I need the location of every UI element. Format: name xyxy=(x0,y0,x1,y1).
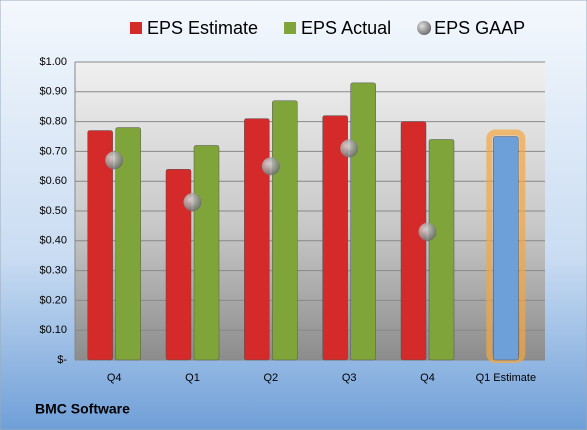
footer: BMC Software xyxy=(35,401,130,417)
y-tick-label: $0.50 xyxy=(39,205,67,217)
y-tick-label: $- xyxy=(57,354,67,366)
y-tick-label: $0.70 xyxy=(39,145,67,157)
bar xyxy=(428,139,455,361)
legend-marker xyxy=(284,22,297,34)
bar xyxy=(400,121,427,361)
y-tick-label: $0.40 xyxy=(39,235,67,247)
marker xyxy=(105,151,124,170)
legend-label: EPS Estimate xyxy=(147,18,258,38)
bar xyxy=(272,100,298,361)
bar xyxy=(244,118,270,361)
y-tick-label: $0.10 xyxy=(39,324,67,336)
y-tick-label: $0.60 xyxy=(39,175,67,187)
y-tick-label: $1.00 xyxy=(39,56,67,68)
y-tick-label: $0.20 xyxy=(39,294,67,306)
bar xyxy=(350,82,376,361)
x-tick-label: Q2 xyxy=(263,372,278,384)
y-tick-label: $0.90 xyxy=(39,86,67,98)
x-tick-label: Q3 xyxy=(342,372,357,384)
x-tick-label: Q1 Estimate xyxy=(476,372,537,384)
marker xyxy=(183,193,202,212)
marker xyxy=(261,157,280,176)
y-tick-label: $0.30 xyxy=(39,265,67,277)
y-tick-label: $0.80 xyxy=(39,116,67,128)
marker xyxy=(340,139,359,158)
x-tick-label: Q4 xyxy=(420,372,435,384)
bar xyxy=(115,127,141,361)
x-tick-label: Q1 xyxy=(185,372,200,384)
legend-label: EPS Actual xyxy=(301,18,391,38)
bar xyxy=(322,115,348,361)
legend-marker xyxy=(417,21,432,35)
x-tick-label: Q4 xyxy=(107,372,122,384)
legend: EPS Estimate EPS Actual EPS GAAP xyxy=(130,18,525,38)
legend-label: EPS GAAP xyxy=(434,18,525,38)
bar xyxy=(493,136,519,361)
marker xyxy=(418,222,437,241)
legend-marker xyxy=(130,22,142,34)
bar xyxy=(193,145,220,361)
bar xyxy=(87,130,113,361)
bar xyxy=(165,169,192,361)
